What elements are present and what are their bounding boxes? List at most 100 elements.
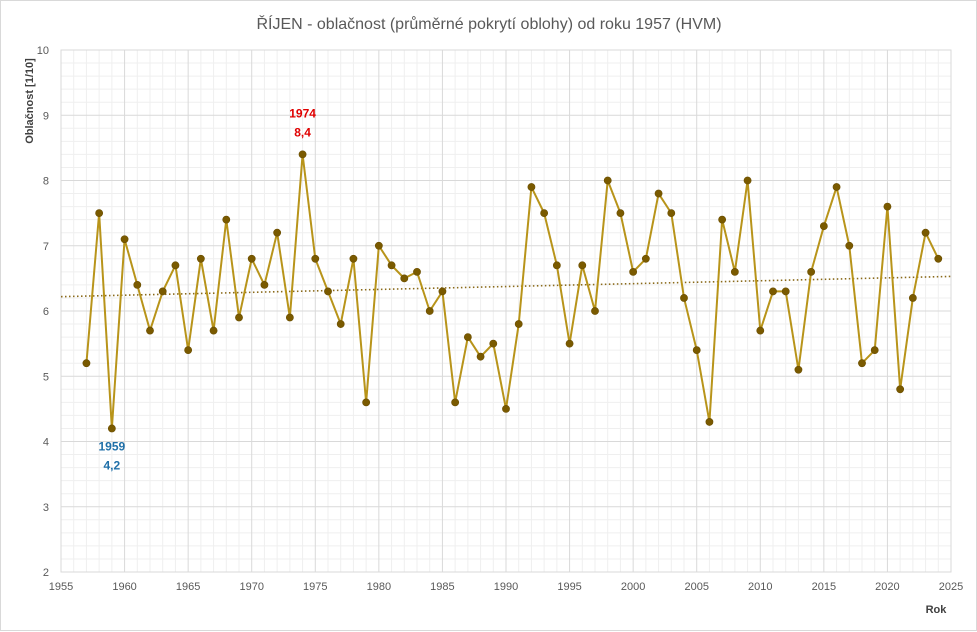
x-tick-label: 1975 [303, 581, 327, 593]
data-point [311, 254, 320, 263]
data-point [285, 313, 294, 322]
data-points [82, 150, 943, 433]
data-point [730, 267, 739, 276]
data-point [400, 274, 409, 283]
y-tick-label: 9 [43, 110, 49, 122]
data-point [336, 320, 345, 328]
x-tick-label: 2015 [812, 581, 836, 593]
data-point [641, 254, 650, 263]
y-tick-label: 8 [43, 176, 49, 188]
y-tick-label: 7 [43, 241, 49, 253]
data-point [756, 326, 765, 335]
data-point [629, 267, 638, 276]
data-point [349, 254, 358, 263]
x-tick-label: 1995 [557, 581, 581, 593]
data-point [451, 398, 460, 407]
data-point [794, 365, 803, 374]
plot-area [60, 49, 952, 573]
data-point [921, 228, 930, 237]
data-point [565, 339, 574, 348]
y-axis-title: Oblačnost [1/10] [24, 58, 36, 144]
data-point [425, 307, 434, 315]
data-point [158, 287, 167, 296]
data-point [146, 326, 154, 335]
x-tick-label: 1965 [176, 581, 200, 593]
x-tick-labels: 1955 1960 1965 1970 1975 1980 1985 1990 1995 2000… [49, 581, 963, 593]
data-point [603, 176, 612, 185]
data-point [832, 183, 841, 191]
data-point [934, 254, 943, 263]
data-point [273, 228, 282, 237]
data-point [260, 280, 269, 289]
data-point [196, 254, 205, 263]
data-point [667, 209, 676, 218]
annotation-value: 4,2 [104, 458, 121, 472]
annotation-value: 8,4 [294, 125, 311, 139]
data-point [718, 215, 727, 224]
data-point [489, 339, 498, 348]
data-point [819, 222, 828, 231]
data-point [705, 418, 714, 426]
data-point [413, 267, 421, 276]
annotations: 1974 8,4 1959 4,2 [99, 106, 317, 472]
data-point [692, 346, 701, 355]
data-point [374, 241, 383, 250]
x-tick-label: 2025 [939, 581, 963, 593]
annotation-year: 1959 [99, 439, 126, 453]
data-point [247, 254, 256, 263]
data-point [743, 176, 752, 185]
data-point [896, 385, 905, 394]
data-point [476, 352, 485, 361]
x-tick-label: 1990 [494, 581, 518, 593]
annotation-year: 1974 [289, 106, 316, 120]
data-point [883, 202, 892, 211]
data-point [769, 287, 777, 296]
data-point [616, 209, 625, 218]
data-point [781, 287, 790, 296]
data-point [184, 346, 193, 355]
data-point [324, 287, 332, 296]
data-point [171, 261, 180, 270]
x-tick-label: 2020 [875, 581, 899, 593]
data-point [235, 313, 243, 322]
data-point [438, 287, 447, 296]
data-point [387, 261, 396, 270]
data-point [82, 359, 91, 368]
data-point [870, 346, 879, 355]
data-point [591, 307, 599, 315]
data-point [209, 326, 218, 335]
data-point [845, 241, 854, 250]
data-point [908, 294, 917, 302]
data-point [578, 261, 587, 270]
x-tick-label: 1955 [49, 581, 73, 593]
data-point [654, 189, 663, 198]
x-tick-label: 1985 [430, 581, 454, 593]
data-point [120, 235, 129, 244]
y-tick-label: 5 [43, 371, 49, 383]
x-tick-label: 1980 [367, 581, 391, 593]
data-point [107, 424, 116, 433]
data-point [807, 267, 816, 276]
y-tick-label: 3 [43, 502, 49, 514]
y-tick-label: 6 [43, 306, 49, 318]
data-point [858, 359, 866, 368]
data-point [362, 398, 371, 407]
data-point [552, 261, 561, 270]
series-line [85, 153, 940, 430]
y-tick-labels: 2 3 4 5 6 7 8 9 10 [37, 45, 49, 579]
x-tick-label: 1960 [112, 581, 136, 593]
y-tick-label: 2 [43, 567, 49, 579]
data-point [298, 150, 307, 159]
x-tick-label: 2005 [684, 581, 708, 593]
data-point [222, 215, 231, 224]
data-point [133, 280, 142, 289]
x-axis-title: Rok [926, 604, 948, 616]
data-point [527, 183, 536, 191]
data-point [502, 404, 510, 413]
data-point [680, 294, 688, 302]
data-point [514, 320, 523, 328]
x-tick-label: 2000 [621, 581, 645, 593]
data-point [95, 209, 104, 218]
